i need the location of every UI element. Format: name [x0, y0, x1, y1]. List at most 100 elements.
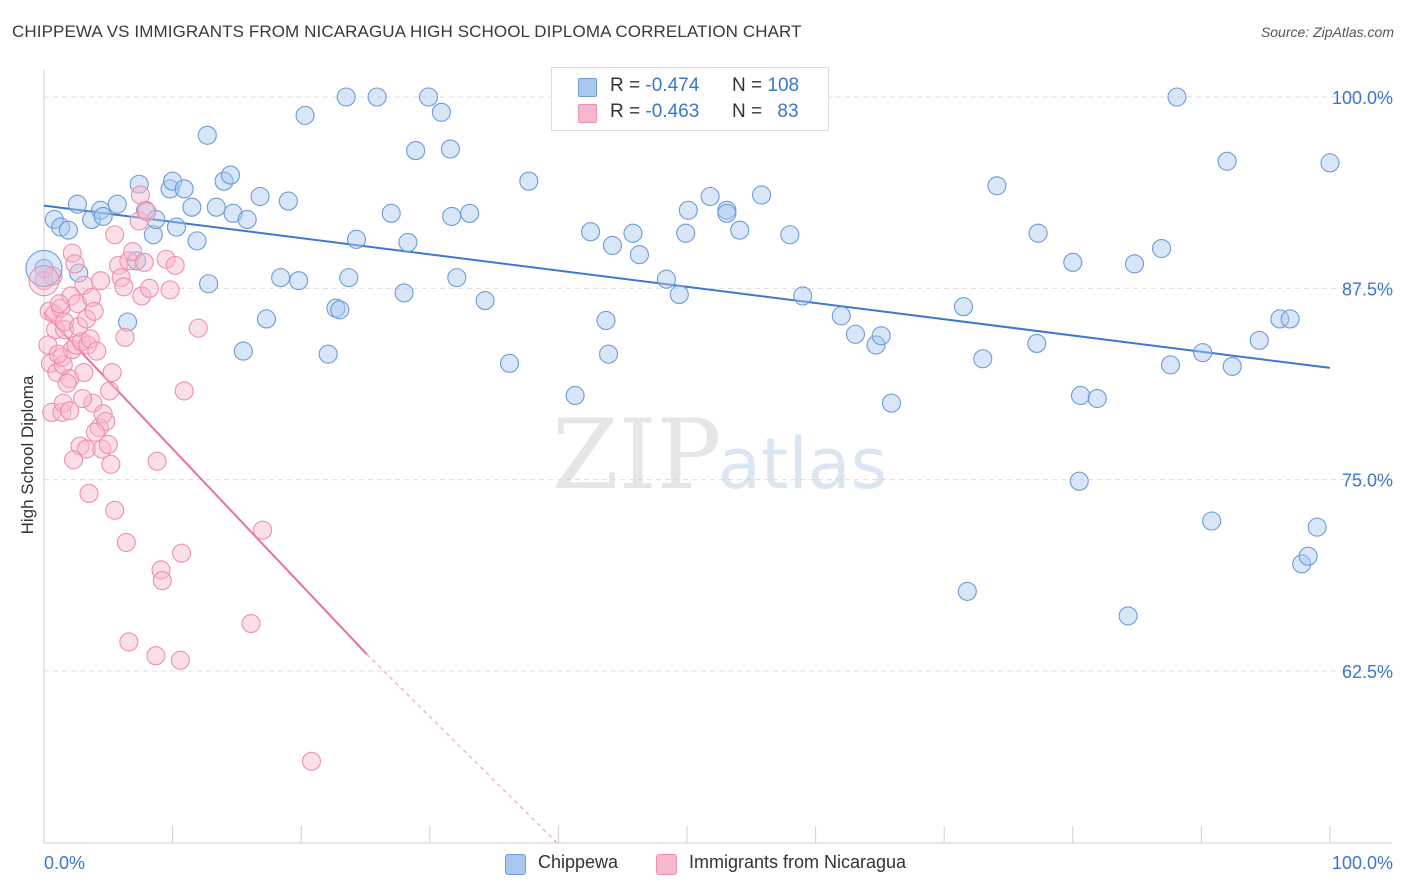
chippewa-point	[1270, 309, 1290, 329]
chippewa-point	[1151, 238, 1172, 259]
chippewa-point	[596, 310, 616, 331]
nicaragua-point	[253, 520, 273, 540]
chippewa-point	[346, 229, 367, 249]
nicaragua-point	[55, 320, 75, 340]
chippewa-point	[1087, 388, 1107, 409]
nicaragua-point	[65, 254, 85, 274]
bottom-legend-swatch-blue	[505, 854, 526, 875]
chippewa-point	[1118, 606, 1138, 626]
chippewa-point	[676, 223, 696, 243]
chippewa-point	[953, 297, 974, 317]
nicaragua-point	[105, 225, 125, 245]
watermark-zip: ZIP	[552, 399, 721, 511]
chippewa-point	[629, 245, 649, 265]
legend-swatch-blue	[578, 78, 597, 97]
nicaragua-point	[49, 294, 69, 314]
legend-r-label: R =	[610, 75, 641, 96]
chippewa-point	[163, 171, 183, 191]
trend-lines	[43, 204, 1331, 846]
nicaragua-point	[84, 301, 104, 321]
chippewa-point	[1028, 223, 1048, 243]
nicaragua-trend-line	[43, 312, 368, 655]
chippewa-point	[1160, 355, 1181, 375]
nicaragua-trend-extension	[366, 653, 561, 846]
nicaragua-point	[109, 255, 129, 275]
nicaragua-point	[119, 251, 139, 271]
chippewa-point	[431, 102, 451, 122]
source-label: Source: ZipAtlas.com	[1260, 24, 1394, 40]
nicaragua-point	[53, 393, 73, 413]
legend-row-chippewa: R = -0.474 N = 108	[552, 75, 828, 101]
chippewa-point	[278, 191, 298, 211]
chippewa-point	[780, 225, 800, 245]
chippewa-point	[717, 203, 737, 223]
nicaragua-point	[55, 312, 75, 332]
chippewa-point	[58, 220, 78, 240]
nicaragua-point	[76, 439, 96, 459]
nicaragua-point	[80, 329, 100, 349]
chippewa-point	[866, 335, 886, 355]
legend-n-label: N =	[732, 101, 763, 122]
chippewa-point	[973, 349, 993, 369]
nicaragua-point	[152, 571, 172, 591]
nicaragua-point	[48, 344, 68, 364]
nicaragua-point	[34, 271, 54, 291]
y-tick-label: 75.0%	[1342, 471, 1393, 491]
chippewa-point	[51, 217, 71, 237]
nicaragua-point	[93, 404, 113, 424]
data-points	[25, 87, 1340, 771]
chippewa-point	[336, 87, 356, 107]
chippewa-point	[1202, 511, 1222, 531]
nicaragua-point	[60, 401, 80, 421]
chippewa-point	[1193, 343, 1213, 363]
chippewa-point	[256, 309, 277, 329]
chippewa-point	[793, 286, 813, 306]
chippewa-point	[250, 186, 270, 207]
nicaragua-point	[146, 646, 166, 666]
chippewa-point	[700, 186, 720, 207]
chippewa-point	[1292, 554, 1312, 574]
nicaragua-point	[105, 500, 125, 520]
chippewa-point	[987, 176, 1007, 196]
nicaragua-point	[115, 327, 135, 347]
gridlines	[44, 96, 1392, 672]
chippewa-point	[44, 209, 64, 230]
chippewa-point	[730, 220, 750, 240]
chippewa-point	[460, 203, 480, 223]
chippewa-point	[398, 232, 418, 252]
nicaragua-point	[165, 255, 185, 275]
chippewa-point	[447, 268, 467, 288]
chippewa-point	[418, 87, 439, 107]
chippewa-point	[318, 344, 338, 364]
y-tick-label: 62.5%	[1342, 662, 1393, 682]
nicaragua-point	[91, 271, 111, 291]
chippewa-point	[107, 194, 127, 214]
chippewa-point	[475, 291, 495, 311]
chippewa-point	[623, 223, 643, 243]
legend-r-label: R =	[610, 101, 641, 122]
nicaragua-point	[73, 388, 93, 409]
chippewa-point	[237, 209, 257, 230]
chippewa-point	[957, 581, 977, 601]
chippewa-point	[499, 353, 520, 373]
chippewa-trend-line	[43, 204, 1331, 369]
bottom-legend-label: Immigrants from Nicaragua	[689, 852, 907, 872]
nicaragua-point	[66, 335, 86, 355]
chippewa-point	[406, 141, 426, 161]
nicaragua-point	[64, 450, 84, 470]
chippewa-point	[1298, 546, 1318, 566]
chippewa-point	[206, 197, 226, 217]
chippewa-point	[187, 231, 207, 251]
nicaragua-point	[241, 613, 261, 634]
nicaragua-point	[100, 381, 120, 401]
chippewa-point	[295, 105, 315, 125]
legend: R = -0.474 N = 108 R = -0.463 N = 83	[551, 67, 829, 131]
chippewa-point	[233, 341, 253, 361]
chippewa-point	[440, 139, 460, 159]
chippewa-point	[160, 179, 180, 199]
chippewa-point	[1217, 151, 1237, 171]
chippewa-point	[1222, 356, 1242, 376]
nicaragua-point	[116, 532, 136, 552]
tick-labels: 100.0% 87.5% 75.0% 62.5% 0.0% 100.0%	[44, 88, 1393, 873]
